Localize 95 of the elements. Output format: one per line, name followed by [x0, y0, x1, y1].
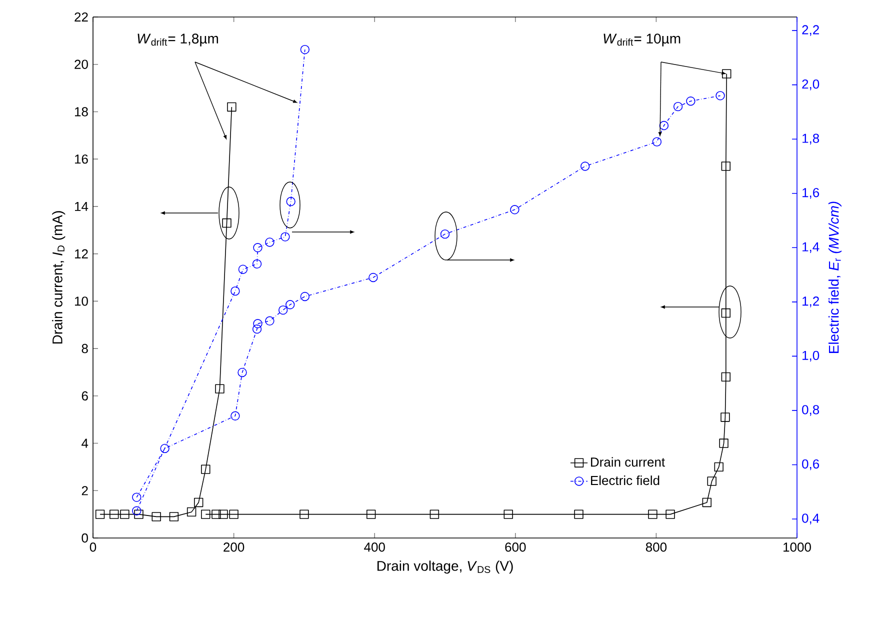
x-tick-label: 0 [90, 542, 96, 552]
point [120, 510, 130, 519]
point [574, 510, 584, 519]
point [686, 96, 696, 106]
point [673, 102, 683, 112]
point [721, 372, 731, 382]
point [215, 384, 224, 394]
y2-tick-label: 1,6 [802, 188, 820, 199]
point [666, 510, 675, 519]
point [300, 510, 309, 519]
point [714, 462, 724, 472]
point [716, 91, 725, 100]
y2-tick-label: 1,8 [802, 134, 820, 144]
point [278, 305, 288, 315]
point [230, 411, 240, 420]
point [252, 324, 262, 334]
point [721, 308, 731, 318]
point [132, 492, 142, 502]
y-tick-label: 22 [74, 12, 88, 22]
y2-tick-label: 2,2 [802, 25, 819, 36]
point [300, 44, 310, 54]
point [722, 69, 732, 78]
point [110, 510, 119, 519]
point [218, 510, 228, 519]
point [238, 368, 247, 378]
point [265, 316, 274, 326]
annotation: W$_{drift}$= 10µm [604, 34, 680, 46]
point [201, 464, 210, 474]
point [368, 272, 378, 282]
y-tick-label: 12 [74, 249, 88, 258]
point [366, 510, 376, 519]
point [286, 300, 295, 310]
y-tick-label: 14 [74, 202, 88, 211]
point [132, 506, 142, 516]
y-tick-label: 4 [82, 438, 88, 448]
legend-label: Drain current [591, 457, 665, 467]
point [648, 510, 658, 519]
y2-tick-label: 0,8 [802, 405, 820, 416]
point [194, 498, 204, 508]
y-tick-label: 0 [82, 533, 88, 543]
point [286, 196, 296, 206]
point [265, 238, 274, 247]
point [430, 510, 440, 519]
y-tick-label: 6 [82, 391, 88, 401]
y-tick-label: 10 [74, 296, 88, 306]
point [719, 438, 728, 448]
y2-tick-label: 1,0 [802, 350, 820, 362]
x-tick-label: 1000 [784, 542, 811, 552]
point [201, 510, 210, 519]
legend-label: Electric field [591, 476, 660, 486]
point [721, 162, 731, 171]
point [212, 510, 221, 519]
annotation: W$_{drift}$= 1,8µm [138, 34, 218, 46]
y-tick-label: 18 [74, 107, 88, 116]
point [580, 162, 590, 171]
x-axis-title: Drain voltage, V$_{DS}$ (V) [377, 560, 513, 574]
y2-tick-label: 1,4 [802, 242, 820, 253]
point [253, 243, 262, 252]
y-tick-label: 8 [82, 344, 88, 354]
y-tick-label: 16 [74, 154, 88, 164]
point [134, 510, 144, 519]
y2-tick-label: 2,0 [802, 79, 820, 90]
point [280, 232, 290, 242]
point [169, 512, 179, 522]
y2-axis-title: Electric field, E$_{r}$ (MV/cm) [828, 202, 842, 353]
point [230, 286, 240, 296]
point [707, 476, 716, 486]
point [238, 264, 248, 274]
y2-tick-label: 0,6 [802, 459, 820, 470]
x-tick-label: 600 [505, 542, 526, 552]
point [227, 102, 236, 112]
point [652, 137, 662, 146]
point [186, 507, 196, 517]
point [252, 259, 262, 269]
y-tick-label: 2 [82, 486, 88, 496]
point [504, 510, 513, 519]
x-tick-label: 200 [224, 542, 244, 552]
point [152, 512, 161, 522]
point [440, 229, 450, 239]
y2-tick-label: 0,4 [802, 514, 820, 524]
x-tick-label: 800 [646, 542, 667, 552]
point [510, 205, 520, 214]
y-axis-title: Drain current, I$_{D}$ (mA) [52, 211, 66, 344]
point [253, 319, 262, 328]
point [160, 444, 170, 454]
y-tick-label: 20 [74, 60, 88, 69]
point [300, 292, 310, 302]
point [702, 498, 712, 508]
point [95, 510, 105, 519]
y2-tick-label: 1,2 [802, 296, 819, 308]
x-tick-label: 400 [364, 542, 385, 552]
point [229, 510, 238, 519]
point [720, 412, 730, 422]
point [222, 218, 232, 228]
point [659, 120, 669, 130]
